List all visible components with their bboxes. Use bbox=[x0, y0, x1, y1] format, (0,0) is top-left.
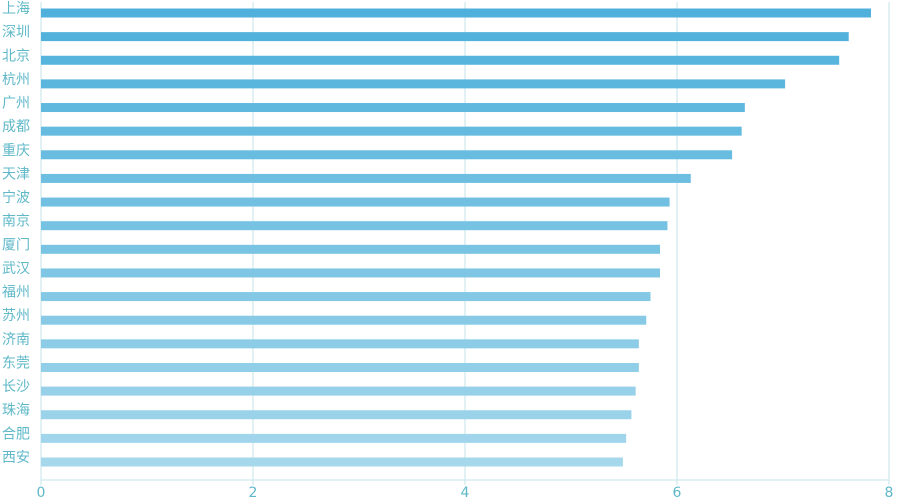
y-tick-label: 西安 bbox=[2, 450, 30, 466]
bar bbox=[41, 315, 647, 325]
bar bbox=[41, 221, 668, 231]
x-tick-label: 4 bbox=[461, 485, 470, 500]
y-tick-label: 长沙 bbox=[2, 379, 30, 395]
bar bbox=[41, 197, 670, 207]
bar bbox=[41, 268, 661, 278]
bar bbox=[41, 244, 661, 254]
y-tick-label: 杭州 bbox=[2, 72, 30, 88]
bar bbox=[41, 55, 840, 65]
x-tick-label: 0 bbox=[37, 485, 46, 500]
y-tick-label: 成都 bbox=[2, 119, 30, 135]
y-tick-label: 重庆 bbox=[2, 143, 30, 159]
bar bbox=[41, 292, 651, 302]
y-tick-label: 合肥 bbox=[2, 426, 30, 442]
bar bbox=[41, 339, 639, 349]
bar bbox=[41, 79, 786, 89]
x-tick-label: 2 bbox=[249, 485, 258, 500]
x-tick-label: 6 bbox=[673, 485, 682, 500]
y-tick-label: 济南 bbox=[2, 332, 30, 348]
bar bbox=[41, 410, 632, 420]
bar bbox=[41, 8, 871, 18]
y-tick-label: 珠海 bbox=[2, 403, 30, 419]
y-tick-label: 南京 bbox=[2, 214, 30, 230]
bar bbox=[41, 150, 733, 160]
bar bbox=[41, 32, 849, 42]
y-tick-label: 深圳 bbox=[2, 25, 30, 41]
y-tick-label: 厦门 bbox=[2, 237, 30, 253]
y-tick-label: 广州 bbox=[2, 96, 30, 112]
bar bbox=[41, 126, 742, 136]
bar bbox=[41, 362, 639, 372]
y-tick-label: 上海 bbox=[2, 1, 30, 17]
x-tick-label: 8 bbox=[885, 485, 894, 500]
y-tick-label: 武汉 bbox=[2, 261, 30, 277]
bar bbox=[41, 173, 691, 183]
y-tick-label: 苏州 bbox=[2, 308, 30, 324]
y-tick-label: 天津 bbox=[2, 166, 30, 182]
y-tick-label: 福州 bbox=[2, 285, 30, 301]
bar bbox=[41, 386, 636, 396]
y-tick-label: 北京 bbox=[2, 48, 30, 64]
y-tick-label: 东莞 bbox=[2, 355, 30, 371]
bar bbox=[41, 103, 745, 113]
y-tick-label: 宁波 bbox=[2, 189, 30, 206]
bar bbox=[41, 457, 623, 467]
bar bbox=[41, 433, 627, 443]
